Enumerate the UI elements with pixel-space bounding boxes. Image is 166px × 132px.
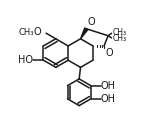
Text: HO: HO: [18, 55, 33, 65]
Text: OH: OH: [101, 81, 116, 91]
Text: CH₃: CH₃: [18, 28, 34, 37]
Text: O: O: [33, 27, 41, 37]
Text: O: O: [87, 17, 95, 27]
Text: O: O: [105, 48, 113, 58]
Text: CH₃: CH₃: [112, 28, 126, 37]
Text: OH: OH: [101, 94, 116, 104]
Polygon shape: [81, 28, 88, 39]
Text: CH₃: CH₃: [112, 34, 126, 43]
